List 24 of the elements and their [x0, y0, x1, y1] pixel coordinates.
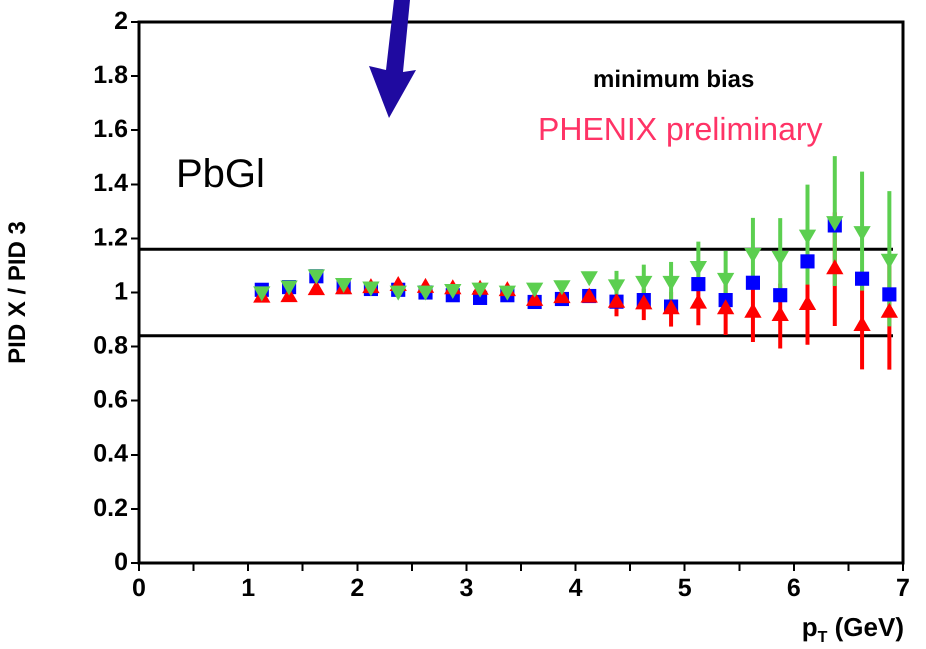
- y-axis-title: PID X / PID 3: [4, 221, 32, 364]
- y-tick-label: 1.2: [93, 223, 128, 252]
- annotation: PbGl: [176, 152, 265, 197]
- x-tick-label: 6: [786, 574, 801, 602]
- y-tick-label: 2: [114, 6, 128, 35]
- y-tick-label: 0.8: [93, 331, 128, 360]
- annotation: PHENIX preliminary: [538, 111, 823, 148]
- y-tick-label: 0.6: [93, 386, 128, 414]
- y-tick-label: 1: [114, 277, 128, 306]
- x-tick-label: 1: [241, 574, 256, 602]
- x-tick-label: 7: [896, 574, 910, 602]
- y-tick-label: 1.6: [93, 115, 128, 144]
- x-axis-title: p$_{T}$ (GeV): [802, 612, 904, 647]
- y-tick-label: 0: [114, 548, 128, 576]
- x-tick-label: 4: [568, 574, 583, 602]
- y-tick-label: 1.4: [93, 169, 128, 198]
- annotation: minimum bias: [593, 66, 754, 94]
- y-tick-label: 1.8: [93, 60, 128, 89]
- x-tick-label: 2: [350, 574, 364, 602]
- y-tick-label: 0.2: [93, 494, 128, 522]
- x-tick-label: 0: [132, 574, 146, 602]
- x-tick-label: 5: [678, 574, 692, 602]
- y-tick-label: 0.4: [93, 440, 128, 468]
- x-tick-label: 3: [459, 574, 474, 602]
